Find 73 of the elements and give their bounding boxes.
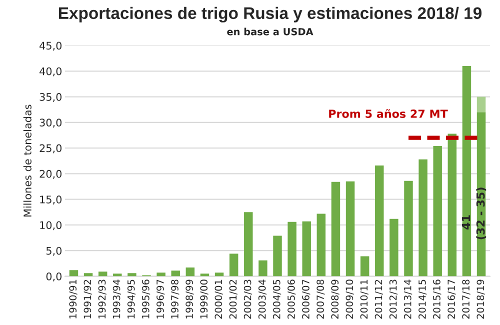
y-tick-label: 35,0	[40, 93, 62, 102]
x-tick-label: 1995/96	[142, 280, 150, 318]
y-tick-label: 40,0	[40, 67, 62, 76]
y-axis-title: Millones de toneladas	[23, 104, 32, 216]
x-tick-label: 1999/00	[200, 280, 208, 318]
x-tick-label: 2017/18	[462, 280, 470, 319]
y-tick-label: 30,0	[40, 118, 62, 128]
bar	[390, 218, 398, 276]
x-tick-label: 1990/91	[69, 280, 78, 318]
x-tick-label: 1993/94	[112, 280, 121, 318]
x-tick-label: 2011/12	[374, 280, 383, 319]
bar	[186, 268, 195, 276]
y-tick-label: 45,0	[40, 42, 62, 51]
y-tick-label: 0,0	[46, 272, 62, 282]
x-tick-label: 2009/10	[346, 280, 354, 319]
x-tick-label: 2001/02	[229, 280, 238, 319]
bar	[128, 273, 136, 276]
x-tick-label: 2004/05	[272, 280, 282, 319]
bar	[331, 182, 340, 276]
data-label: (32 - 35)	[476, 188, 486, 240]
bar	[476, 96, 486, 112]
x-tick-label: 1991/92	[84, 280, 92, 318]
x-tick-label: 2008/09	[331, 280, 340, 319]
chart-subtitle: en base a USDA	[227, 28, 314, 36]
annotation: Prom 5 años 27 MT	[329, 109, 448, 118]
bar	[418, 159, 428, 276]
bar	[156, 272, 166, 276]
bar	[448, 134, 457, 276]
bar	[258, 260, 268, 276]
x-tick-label: 1992/93	[98, 280, 106, 318]
bar	[316, 214, 326, 276]
bar	[69, 270, 78, 276]
x-tick-label: 2013/14	[404, 280, 412, 319]
bar	[214, 272, 224, 276]
data-label: 41	[462, 215, 470, 230]
bar	[360, 256, 370, 276]
bar	[288, 222, 296, 276]
x-tick-label: 2018/19	[476, 280, 485, 319]
bar	[229, 254, 238, 276]
y-tick-label: 15,0	[40, 196, 62, 204]
x-tick-label: 2010/11	[360, 280, 368, 319]
bar	[200, 274, 210, 276]
x-tick-label: 2003/04	[258, 280, 267, 319]
x-tick-label: 1996/97	[156, 280, 165, 318]
y-tick-label: 5,0	[46, 246, 62, 256]
bar	[98, 272, 108, 276]
bar	[433, 146, 442, 276]
bar	[375, 165, 384, 276]
chart-title: Exportaciones de trigo Rusia y estimaciones 2018/ 19	[59, 6, 482, 22]
x-tick-label: 2016/17	[448, 280, 456, 319]
x-tick-label: 2006/07	[302, 280, 310, 319]
bar	[302, 221, 311, 276]
x-tick-label: 2014/15	[418, 280, 427, 319]
y-tick-label: 25,0	[40, 144, 62, 154]
bar	[244, 212, 253, 276]
x-tick-label: 2015/16	[433, 280, 442, 319]
x-tick-label: 2005/06	[288, 280, 296, 319]
bar	[273, 236, 282, 276]
x-tick-label: 2012/13	[389, 280, 398, 319]
x-tick-label: 2007/08	[316, 280, 325, 319]
bar	[404, 180, 413, 276]
x-tick-label: 1994/95	[127, 280, 136, 318]
bar	[462, 66, 472, 276]
x-tick-label: 2002/03	[244, 280, 252, 319]
y-tick-label: 20,0	[40, 170, 62, 179]
bar	[84, 273, 93, 276]
bar	[171, 270, 180, 276]
x-tick-label: 2000/01	[214, 280, 223, 319]
y-tick-label: 10,0	[40, 221, 62, 230]
x-tick-label: 1998/99	[186, 280, 194, 318]
x-tick-label: 1997/98	[171, 280, 180, 318]
bar	[113, 274, 122, 276]
bar	[346, 181, 355, 276]
